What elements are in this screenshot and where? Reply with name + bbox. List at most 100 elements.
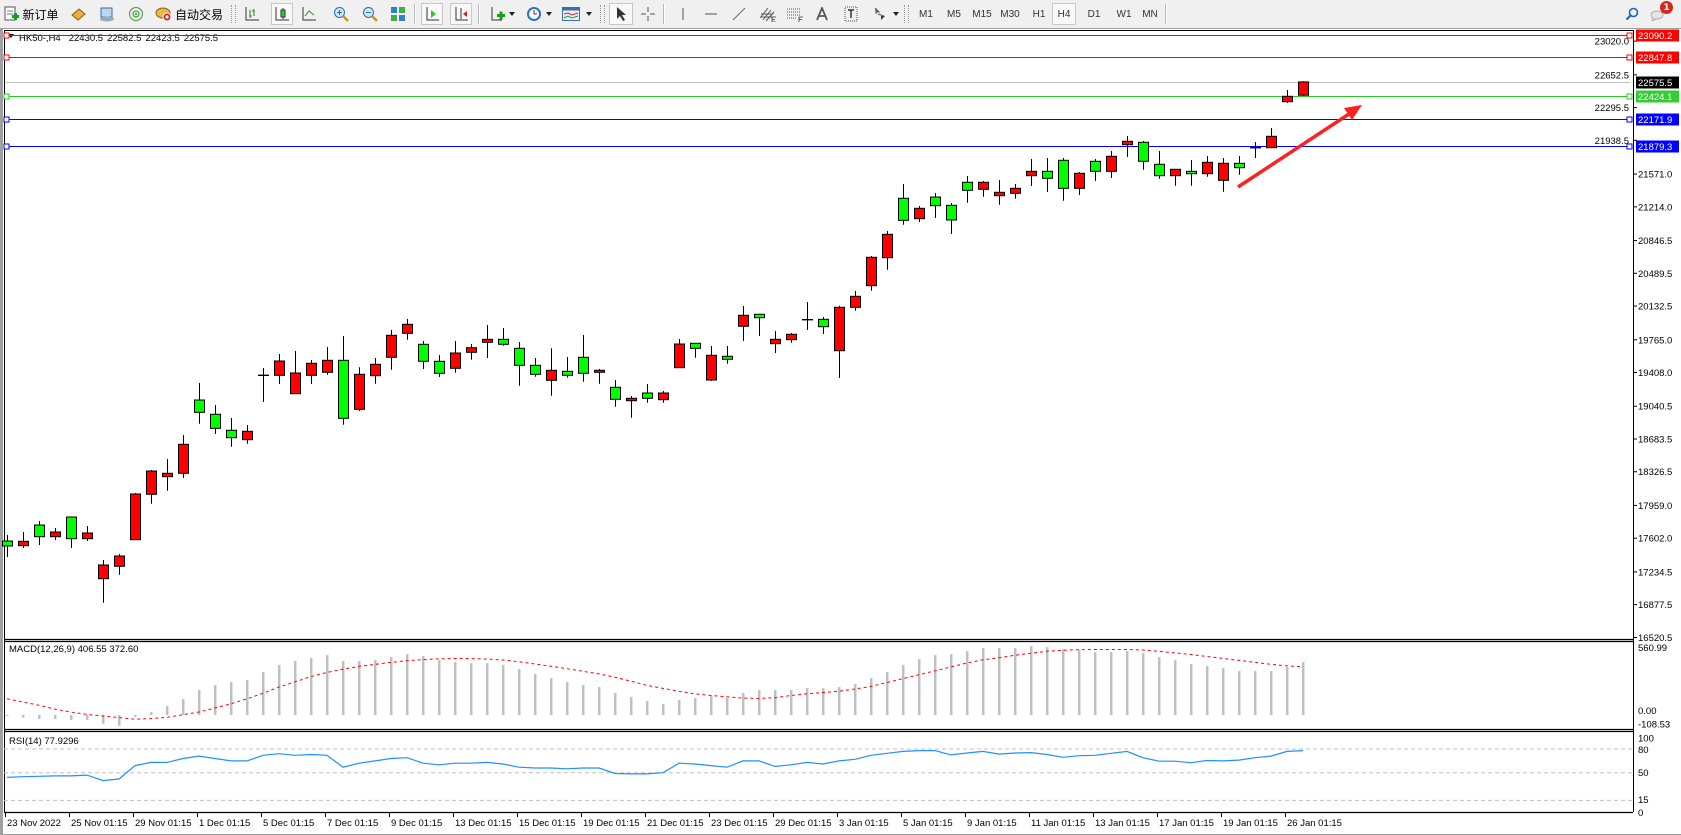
candle[interactable] (18, 532, 29, 549)
level-handle-right[interactable] (1626, 54, 1633, 61)
candle[interactable] (962, 176, 973, 203)
level-handle-right[interactable] (1626, 143, 1633, 150)
candle[interactable] (1042, 158, 1053, 193)
candle[interactable] (642, 384, 653, 403)
timeframe-m15-button[interactable]: M15 (972, 8, 992, 20)
candle[interactable] (178, 435, 189, 479)
candle[interactable] (898, 184, 909, 225)
tile-windows-button[interactable] (388, 3, 408, 25)
candle[interactable] (1218, 158, 1229, 192)
bar-chart-button[interactable] (242, 3, 262, 25)
crosshair-tool-button[interactable] (638, 3, 658, 25)
candle[interactable] (514, 342, 525, 386)
candle[interactable] (1106, 151, 1117, 179)
fibonacci-levels-tool-button[interactable] (785, 3, 805, 25)
candle[interactable] (66, 516, 77, 549)
candle[interactable] (194, 383, 205, 424)
candle[interactable] (1058, 158, 1069, 201)
candle[interactable] (34, 521, 45, 546)
candle[interactable] (786, 333, 797, 343)
level-line[interactable]: 21879.3 (3, 140, 1679, 154)
candle[interactable] (738, 306, 749, 342)
candle[interactable] (210, 405, 221, 435)
candle[interactable] (1266, 128, 1277, 149)
candle[interactable] (98, 560, 109, 603)
search-button[interactable] (1622, 3, 1642, 25)
templates-dropdown-icon[interactable] (586, 12, 592, 16)
candle[interactable] (434, 355, 445, 378)
candle[interactable] (50, 528, 61, 541)
candle[interactable] (242, 425, 253, 444)
trend-arrow-line[interactable] (1237, 110, 1353, 189)
candle[interactable] (626, 396, 637, 418)
level-handle-left[interactable] (3, 32, 10, 39)
templates-button[interactable] (561, 3, 581, 25)
candle[interactable] (850, 291, 861, 311)
candle[interactable] (162, 459, 173, 491)
candle[interactable] (1298, 81, 1309, 96)
indicators-dropdown-icon[interactable] (509, 12, 515, 16)
text-tool-button[interactable] (812, 3, 832, 25)
toolbar-grip[interactable] (904, 5, 909, 23)
candle[interactable] (946, 203, 957, 235)
candle[interactable] (402, 319, 413, 340)
timeframe-m1-button[interactable]: M1 (919, 8, 933, 20)
candle[interactable] (546, 348, 557, 396)
chart-shift-button[interactable] (450, 3, 472, 25)
timeframe-d1-button[interactable]: D1 (1087, 8, 1101, 20)
candlestick-chart-button[interactable] (271, 3, 293, 25)
candle[interactable] (258, 368, 269, 403)
signals-button[interactable] (126, 3, 146, 25)
candle[interactable] (866, 256, 877, 291)
candle[interactable] (370, 358, 381, 384)
timeframe-mn-button[interactable]: MN (1142, 8, 1158, 20)
candle[interactable] (338, 336, 349, 425)
candle[interactable] (1010, 184, 1021, 199)
toolbar-grip[interactable] (600, 5, 605, 23)
candle[interactable] (1282, 90, 1293, 104)
candle[interactable] (882, 231, 893, 270)
candle[interactable] (1234, 156, 1245, 175)
candle[interactable] (1250, 142, 1261, 159)
timeframe-m5-button[interactable]: M5 (947, 8, 961, 20)
candle[interactable] (1202, 156, 1213, 177)
candle[interactable] (418, 341, 429, 370)
cursor-tool-button[interactable] (609, 3, 633, 25)
vertical-line-tool-button[interactable] (673, 3, 693, 25)
candle[interactable] (914, 206, 925, 223)
timeframe-m30-button[interactable]: M30 (1000, 8, 1020, 20)
candle[interactable] (978, 181, 989, 197)
level-handle-right[interactable] (1626, 93, 1633, 100)
candle[interactable] (706, 346, 717, 382)
candle[interactable] (290, 351, 301, 395)
candle[interactable] (1138, 141, 1149, 170)
level-handle-left[interactable] (3, 93, 10, 100)
candle[interactable] (530, 358, 541, 377)
level-line[interactable]: 22575.5 (6, 76, 1679, 90)
trend-arrow-head-icon[interactable] (1344, 105, 1362, 120)
notifications-button[interactable] (1647, 3, 1667, 25)
timeframe-w1-button[interactable]: W1 (1116, 8, 1132, 20)
candle[interactable] (610, 380, 621, 407)
candle[interactable] (322, 347, 333, 375)
candle[interactable] (130, 493, 141, 541)
candle[interactable] (274, 354, 285, 385)
level-line[interactable]: 22424.1 (3, 90, 1679, 104)
candle[interactable] (834, 305, 845, 379)
level-line[interactable]: 23090.2 (3, 29, 1679, 43)
candle[interactable] (306, 360, 317, 385)
fibonacci-channel-tool-button[interactable] (758, 3, 778, 25)
candle[interactable] (578, 335, 589, 382)
zoom-out-button[interactable] (360, 3, 380, 25)
horizontal-line-tool-button[interactable] (701, 3, 721, 25)
timeframe-h1-button[interactable]: H1 (1032, 8, 1046, 20)
candle[interactable] (1090, 159, 1101, 182)
level-handle-left[interactable] (3, 143, 10, 150)
candle[interactable] (994, 180, 1005, 205)
candle[interactable] (466, 344, 477, 360)
timeframe-h4-button[interactable]: H4 (1052, 3, 1076, 25)
candle[interactable] (146, 470, 157, 504)
autotrade-button[interactable]: 自动交易 (154, 3, 224, 25)
candle[interactable] (674, 339, 685, 369)
